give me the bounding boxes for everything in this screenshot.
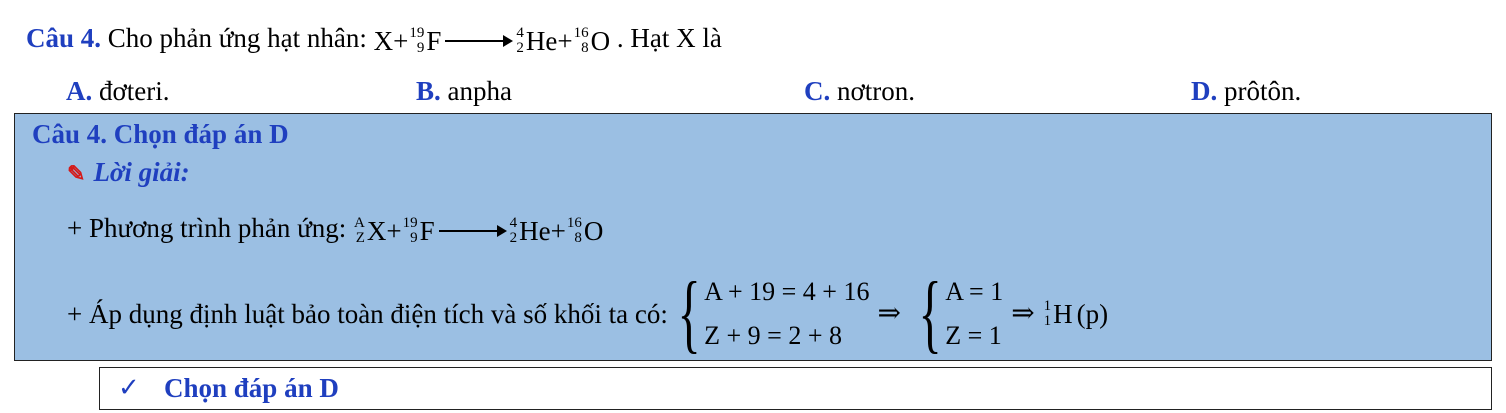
isotope-f: 19 9 [409,24,425,56]
reactant-x: X [373,25,394,56]
result-nuclide: 1 1 H (p) [1043,294,1108,334]
step-conservation: + Áp dụng định luật bảo toàn điện tích v… [67,270,1108,358]
solution-title: Câu 4. Chọn đáp án D [32,119,289,149]
brace-icon: { [677,265,701,362]
result-a: A = 1 [945,277,1004,306]
reaction-arrow-icon [445,34,514,47]
reaction-arrow-icon [438,224,507,237]
implies-icon: ⇒ [1011,298,1035,329]
option-c[interactable]: C. nơtron. [804,76,916,106]
result-z: Z = 1 [945,321,1002,350]
isotope-x: A Z [354,214,365,246]
solution-subtitle: Lời giải: [93,157,190,187]
equation-charge: Z + 9 = 2 + 8 [704,321,842,350]
implies-icon: ⇒ [877,298,901,329]
question-line: Câu 4. Cho phản ứng hạt nhân: X + 19 9 F… [26,18,722,61]
solution-subtitle-row: ✎ Lời giải: [67,154,190,192]
plus-sign: + [393,25,409,56]
question-prefix: Cho phản ứng hạt nhân: [107,23,367,53]
reaction-equation: X + 19 9 F 4 2 He + 16 8 O [374,21,610,61]
isotope-o: 16 8 [573,24,589,56]
proton-label: (p) [1076,299,1109,329]
step1-equation: A Z X + 19 9 F 4 2 He + 16 8 O [354,214,604,246]
step1-text: + Phương trình phản ứng: [67,213,347,243]
option-a[interactable]: A. đơteri. [66,76,170,106]
question-suffix: . Hạt X là [616,23,722,53]
step-reaction-equation: + Phương trình phản ứng: A Z X + 19 9 F … [67,208,603,251]
pencil-icon: ✎ [67,161,86,186]
equation-mass: A + 19 = 4 + 16 [704,277,870,306]
question-label: Câu 4. [26,23,102,53]
fluorine-symbol: F [426,25,442,56]
brace-icon: { [918,265,942,362]
equation-system-2: { A = 1 Z = 1 [915,270,1003,358]
isotope-he: 4 2 [516,24,524,56]
solution-box: Câu 4. Chọn đáp án D ✎ Lời giải: + Phương… [14,113,1492,361]
hydrogen-symbol: H [1053,299,1073,329]
oxygen-symbol: O [590,25,611,56]
checkmark-icon: ✓ [118,373,140,402]
plus-sign: + [557,25,573,56]
option-b[interactable]: B. anpha [416,76,512,106]
final-answer-box: ✓ Chọn đáp án D [99,367,1492,410]
helium-symbol: He [525,25,558,56]
option-d[interactable]: D. prôtôn. [1191,76,1302,106]
equation-system-1: { A + 19 = 4 + 16 Z + 9 = 2 + 8 [674,265,870,362]
step2-text: + Áp dụng định luật bảo toàn điện tích v… [67,299,668,329]
final-answer-text: Chọn đáp án D [164,373,339,403]
